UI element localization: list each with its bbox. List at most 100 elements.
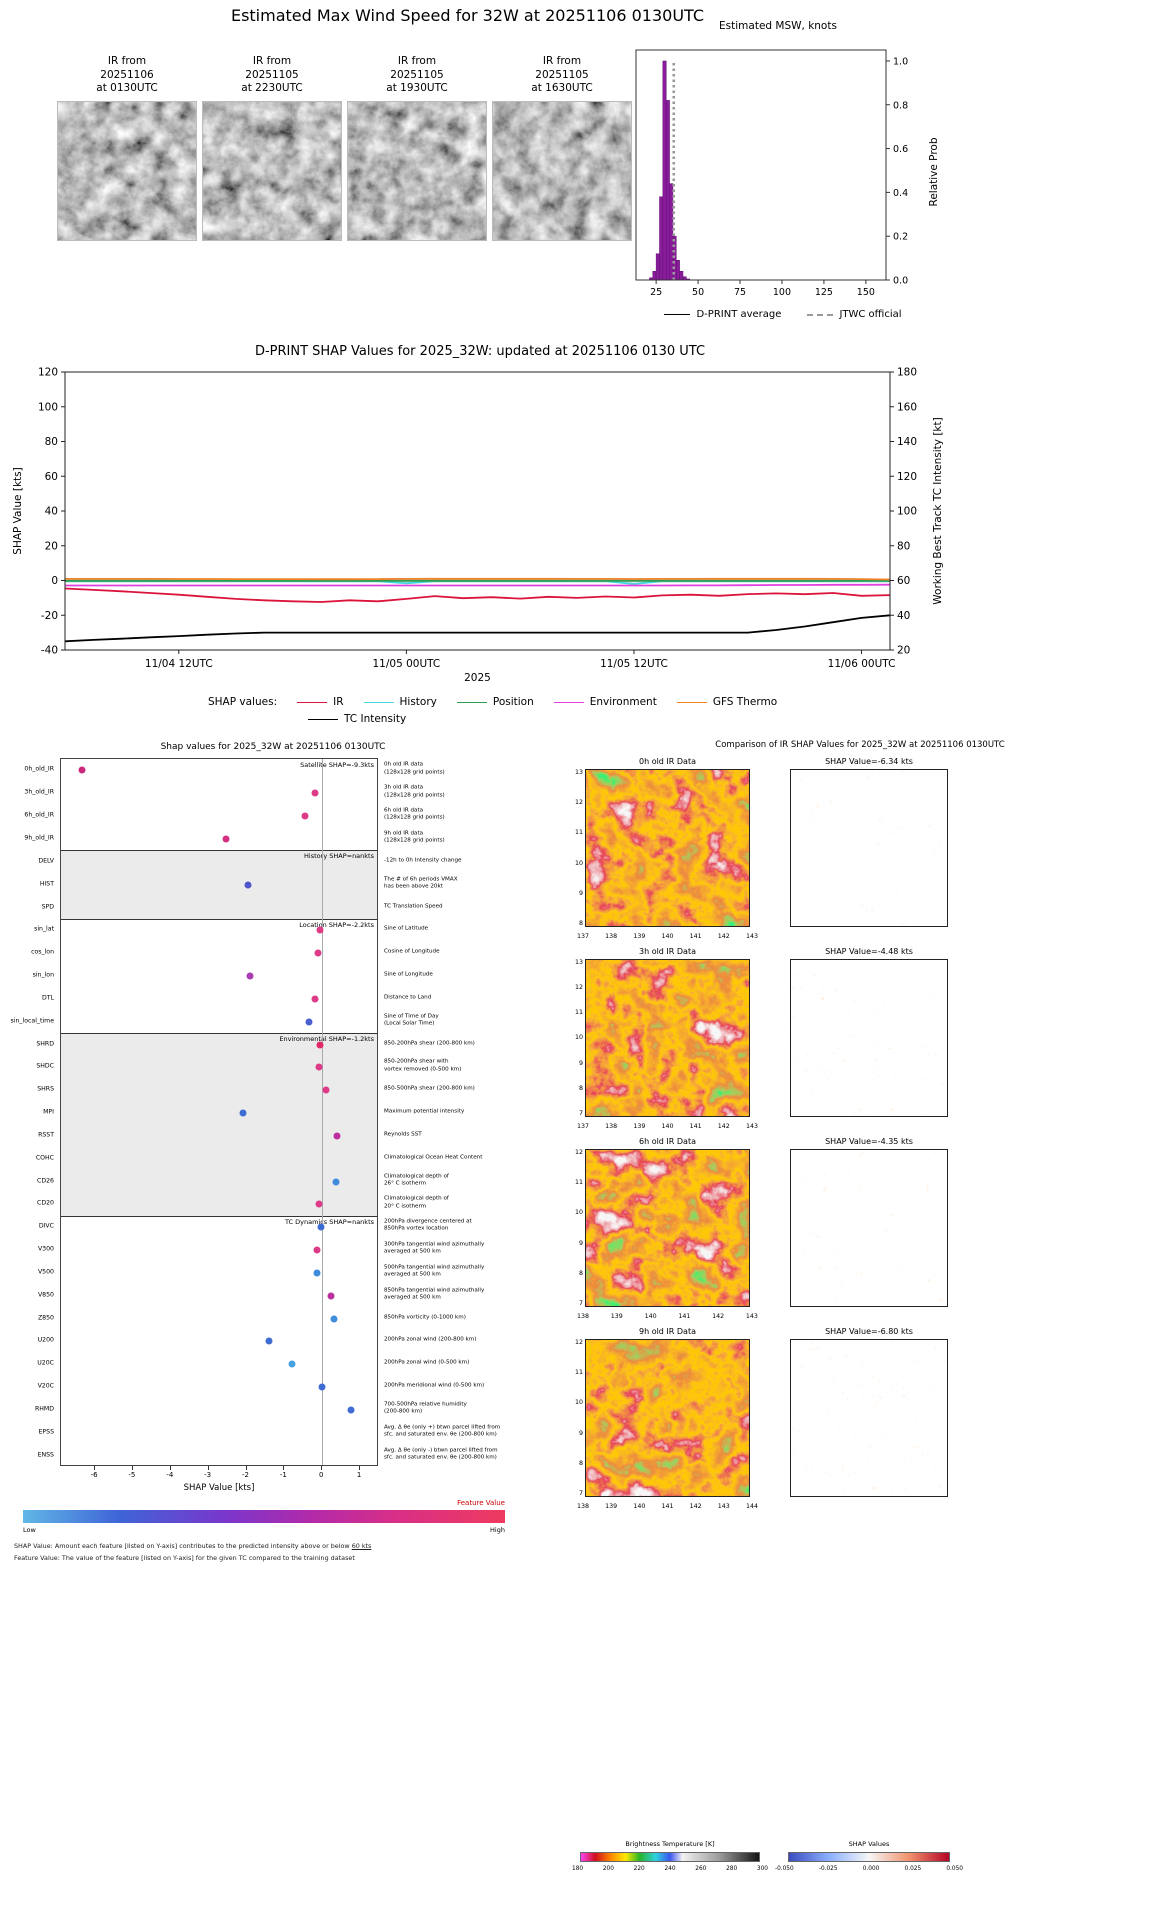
svg-text:20: 20	[897, 645, 910, 657]
legend-swatch	[308, 718, 338, 720]
feature-label: Z850	[37, 1314, 54, 1321]
ir-thumbnail-label-line: IR from	[107, 55, 147, 67]
feature-description: 6h old IR data (128x128 grid points)	[384, 807, 445, 822]
lat-tick-label: 10	[574, 1034, 583, 1042]
shap-timeseries-panel: D-PRINT SHAP Values for 2025_32W: update…	[0, 344, 1168, 744]
svg-text:0.0: 0.0	[893, 276, 908, 287]
x-tick-label: -5	[128, 1471, 136, 1479]
legend-label: GFS Thermo	[712, 696, 778, 708]
legend-label: IR	[333, 696, 344, 708]
shap-dot	[316, 1041, 324, 1048]
feature-description: 200hPa meridional wind (0-500 km)	[384, 1382, 485, 1389]
shap-dot	[311, 995, 319, 1003]
ir-thumbnail-label-line: 20251106	[100, 68, 154, 81]
shap-colorbar-ticks: -0.050 -0.025 0.000 0.025 0.050	[775, 1866, 963, 1872]
timeseries-legend: SHAP values: IR History Position Environment…	[208, 696, 777, 725]
bt-tick-label: 220	[633, 1866, 645, 1872]
legend-label: Environment	[589, 696, 657, 708]
feature-description-column: 0h old IR data (128x128 grid points) 3h o…	[384, 758, 556, 1466]
lon-tick-label: 137	[577, 933, 590, 940]
svg-text:0.8: 0.8	[893, 100, 908, 111]
shap-tick-label: 0.025	[904, 1866, 922, 1872]
legend-row: TC Intensity	[308, 713, 777, 725]
section-header: TC Dynamics SHAP=nankts	[284, 1217, 374, 1226]
svg-text:11/06 00UTC: 11/06 00UTC	[828, 658, 896, 670]
ir-thumbnail-label: IR from 20251105 at 1630UTC	[492, 55, 632, 96]
feature-description: 850-200hPa shear with vortex removed (0-…	[384, 1059, 462, 1073]
lat-axis-ticks: 13 12 11 10 9 8 7	[569, 959, 583, 1117]
ir-satellite-image	[347, 100, 487, 241]
legend-item: Position	[456, 696, 534, 708]
feature-label: EPSS	[38, 1428, 55, 1436]
svg-text:-40: -40	[41, 645, 58, 657]
ir-comparison-row: 9h old IR Data 12 11 10 9 8 7 138 139 140 141 142…	[560, 1327, 1168, 1515]
feature-label-column: 0h_old_IR 3h_old_IR 6h_old_IR 9h_old_IR DELV…	[8, 758, 57, 1466]
svg-text:140: 140	[897, 436, 917, 448]
lon-tick-label: 139	[633, 933, 646, 940]
ir-thumbnail-label-line: at 1930UTC	[386, 82, 448, 95]
shap-dot	[313, 1269, 320, 1277]
shap-dot	[332, 1178, 339, 1185]
feature-description: 0h old IR data (128x128 grid points)	[384, 762, 445, 776]
svg-text:60: 60	[45, 471, 58, 483]
ir-map-title: 6h old IR Data	[638, 1137, 696, 1146]
svg-text:50: 50	[692, 287, 704, 298]
feature-description: 500hPa tangential wind azimuthally avera…	[384, 1264, 485, 1278]
feature-label: HIST	[39, 880, 54, 888]
feature-label: SHRD	[36, 1040, 54, 1047]
x-tick-label: -2	[242, 1471, 249, 1479]
shap-value-map	[790, 1339, 948, 1497]
feature-label: U20C	[37, 1359, 54, 1367]
svg-text:125: 125	[815, 287, 833, 298]
feature-label: CD26	[37, 1177, 54, 1184]
ir-comparison-row: 6h old IR Data 12 11 10 9 8 7 138 139 140 141 142…	[560, 1137, 1168, 1325]
x-tick-mark	[359, 1466, 361, 1470]
lon-tick-label: 140	[644, 1313, 657, 1320]
svg-text:0: 0	[51, 575, 58, 587]
svg-text:120: 120	[38, 367, 58, 379]
lat-tick-label: 9	[578, 1429, 583, 1437]
lon-tick-label: 139	[633, 1123, 646, 1130]
feature-description: Avg. Δ θe (only +) btwn parcel lifted fr…	[384, 1424, 501, 1438]
svg-text:75: 75	[734, 287, 746, 298]
x-tick-label: -4	[166, 1471, 174, 1479]
lon-tick-label: 142	[717, 933, 730, 940]
ir-thumbnail-label: IR from 20251105 at 2230UTC	[202, 55, 342, 96]
feature-description: Climatological depth of 26° C isotherm	[384, 1173, 449, 1187]
feature-description: Climatological Ocean Heat Content	[384, 1154, 483, 1161]
ir-thumbnail-label-line: IR from	[542, 55, 582, 67]
shap-dot	[288, 1360, 296, 1368]
section-shading	[61, 850, 377, 919]
ir-comparison-panel: Comparison of IR SHAP Values for 2025_32…	[560, 735, 1168, 1920]
ir-thumbnail: IR from 20251105 at 1930UTC	[347, 55, 487, 241]
ir-thumbnail-label-line: at 2230UTC	[241, 82, 303, 95]
x-tick-mark	[131, 1466, 133, 1470]
legend-label: JTWC official	[839, 309, 902, 320]
lon-tick-label: 142	[712, 1313, 725, 1320]
feature-label: 6h_old_IR	[24, 811, 54, 819]
lon-tick-label: 143	[745, 1123, 758, 1130]
ir-thumbnail-label: IR from 20251106 at 0130UTC	[57, 55, 197, 96]
svg-text:80: 80	[45, 436, 58, 448]
legend-row: SHAP values: IR History Position Environment…	[208, 696, 777, 708]
shap-dot	[246, 972, 254, 980]
legend-title: SHAP values:	[208, 696, 278, 708]
timeseries-title: D-PRINT SHAP Values for 2025_32W: update…	[254, 344, 706, 359]
feature-description: Reynolds SST	[384, 1131, 422, 1138]
feature-label: 9h_old_IR	[24, 834, 54, 842]
ir-data-map	[585, 1149, 750, 1307]
feature-description: 850-200hPa shear (200-800 km)	[384, 1039, 475, 1046]
ir-data-map	[585, 1339, 750, 1497]
bt-tick-label: 240	[664, 1866, 676, 1872]
section-header: History SHAP=nankts	[304, 852, 374, 861]
legend-swatch	[664, 314, 691, 315]
lat-tick-label: 8	[578, 1459, 583, 1467]
dotplot-x-axis: -6 -5 -4 -3 -2 -1 0 1	[60, 1466, 378, 1482]
bt-colorbar-label: Brightness Temperature [K]	[625, 1840, 715, 1848]
ir-thumbnail-label-line: IR from	[252, 55, 292, 67]
feature-label: SHRS	[37, 1085, 54, 1093]
shap-dot	[347, 1406, 355, 1414]
x-tick-mark	[245, 1466, 247, 1470]
feature-label: COHC	[35, 1154, 54, 1162]
